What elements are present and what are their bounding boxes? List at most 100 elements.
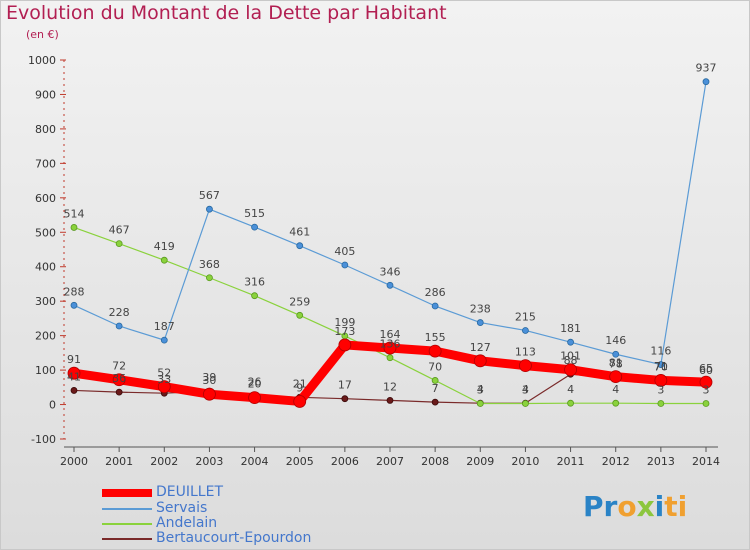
data-point	[519, 359, 532, 373]
data-label: 30	[202, 374, 216, 387]
legend-swatch-andelain	[102, 523, 152, 525]
y-tick-label: 900	[35, 88, 56, 101]
y-tick-label: 800	[35, 123, 56, 136]
data-point	[702, 78, 710, 86]
data-point	[160, 256, 168, 264]
data-point	[341, 261, 349, 269]
data-label: 116	[650, 345, 671, 358]
data-label: 113	[515, 346, 536, 359]
data-label: 228	[109, 306, 130, 319]
data-point	[157, 380, 171, 394]
data-point	[702, 400, 710, 407]
data-label: 199	[334, 316, 355, 329]
data-label: 238	[470, 303, 491, 316]
data-label: 3	[703, 384, 710, 397]
data-label: 181	[560, 322, 581, 335]
data-point	[206, 205, 213, 213]
data-label: 187	[154, 320, 175, 333]
data-point	[251, 292, 258, 300]
y-tick-label: 700	[35, 157, 56, 170]
legend-swatch-servais	[102, 508, 152, 510]
data-point	[70, 301, 78, 309]
legend-item-andelain: Andelain	[102, 515, 362, 531]
y-tick-label: 200	[35, 330, 56, 343]
data-label: 164	[380, 328, 401, 341]
data-label: 4	[612, 383, 619, 396]
data-label: 567	[199, 189, 220, 202]
data-point	[203, 387, 216, 401]
data-point	[386, 397, 394, 404]
data-label: 72	[112, 360, 126, 373]
data-label: 12	[383, 380, 397, 393]
data-label: 20	[248, 378, 262, 391]
data-point	[431, 302, 439, 310]
data-point	[248, 391, 261, 405]
y-tick-label: 1000	[28, 54, 56, 67]
data-label: 81	[609, 357, 623, 370]
data-label: 39	[202, 371, 216, 384]
x-tick-label: 2012	[602, 455, 630, 468]
data-label: 52	[157, 367, 171, 380]
y-tick-label: -100	[31, 433, 56, 446]
data-point	[657, 361, 665, 368]
data-point	[296, 311, 304, 319]
x-tick-label: 2009	[466, 455, 494, 468]
data-label: 514	[64, 207, 85, 220]
legend-swatch-bertaucourt	[102, 538, 152, 540]
data-label: 21	[293, 377, 307, 390]
x-tick-label: 2004	[241, 455, 269, 468]
x-tick-label: 2011	[557, 455, 585, 468]
data-label: 146	[605, 334, 626, 347]
data-point	[115, 322, 123, 330]
data-point	[476, 400, 484, 407]
data-point	[476, 319, 484, 326]
x-tick-label: 2003	[195, 455, 223, 468]
series-layer	[67, 78, 713, 408]
data-label: 3	[657, 384, 664, 397]
data-label: 419	[154, 240, 175, 253]
data-point	[654, 374, 668, 387]
data-point	[699, 375, 713, 389]
x-tick-label: 2014	[692, 455, 720, 468]
data-point	[251, 223, 258, 231]
data-label: 316	[244, 276, 265, 289]
data-label: 259	[289, 295, 310, 308]
legend-label-deuillet: DEUILLET	[156, 484, 223, 500]
data-point	[386, 281, 394, 289]
data-label: 515	[244, 207, 265, 220]
data-point	[431, 377, 439, 384]
series-deuillet	[67, 338, 713, 408]
x-tick-label: 2000	[60, 455, 88, 468]
data-label: 101	[560, 350, 581, 363]
data-point	[70, 387, 78, 394]
legend-item-deuillet: DEUILLET	[102, 484, 362, 500]
data-label: 127	[470, 341, 491, 354]
data-label: 4	[477, 383, 484, 396]
data-label: 41	[67, 370, 81, 383]
axes: -100 0 100 200 300 400 500 600 700 800 900 1000 2000…	[28, 54, 720, 468]
data-label: 155	[425, 331, 446, 344]
data-label: 461	[289, 226, 310, 239]
y-tick-label: 400	[35, 261, 56, 274]
data-label: 4	[567, 383, 574, 396]
data-label: 17	[338, 379, 352, 392]
data-point	[473, 354, 487, 368]
legend-label-servais: Servais	[156, 500, 208, 516]
x-tick-label: 2005	[286, 455, 314, 468]
data-point	[657, 400, 665, 407]
x-tick-label: 2001	[105, 455, 133, 468]
data-point	[341, 395, 349, 403]
data-point	[564, 363, 577, 377]
y-tick-label: 0	[49, 399, 56, 412]
data-label: 4	[522, 383, 529, 396]
legend-item-bertaucourt: Bertaucourt-Epourdon	[102, 530, 362, 546]
data-label: 7	[432, 382, 439, 395]
data-point	[293, 395, 307, 408]
data-label: 405	[334, 245, 355, 258]
data-point	[522, 400, 529, 407]
data-label: 368	[199, 258, 220, 271]
data-label: 60	[699, 364, 713, 377]
legend-swatch-deuillet	[102, 489, 152, 497]
